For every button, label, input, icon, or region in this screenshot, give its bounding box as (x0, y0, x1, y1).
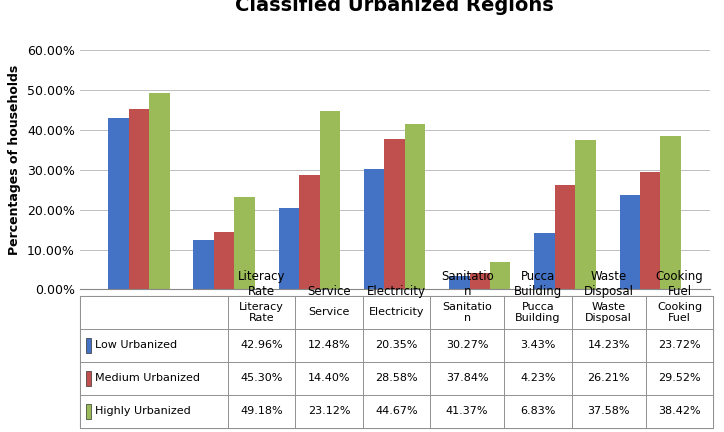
FancyBboxPatch shape (80, 296, 713, 428)
FancyBboxPatch shape (646, 362, 713, 395)
Bar (193, 240, 214, 289)
FancyBboxPatch shape (572, 296, 646, 329)
Text: 38.42%: 38.42% (658, 406, 701, 416)
FancyBboxPatch shape (572, 329, 646, 362)
Bar (86, 371, 91, 386)
FancyBboxPatch shape (295, 329, 363, 362)
FancyBboxPatch shape (504, 362, 572, 395)
FancyBboxPatch shape (80, 329, 228, 362)
Text: 14.40%: 14.40% (308, 373, 350, 383)
Text: 14.23%: 14.23% (587, 340, 630, 350)
FancyBboxPatch shape (295, 395, 363, 428)
FancyBboxPatch shape (646, 329, 713, 362)
Text: 23.12%: 23.12% (308, 406, 350, 416)
FancyBboxPatch shape (228, 395, 295, 428)
Bar (319, 111, 340, 289)
Bar (620, 195, 640, 289)
Bar (86, 404, 91, 419)
FancyBboxPatch shape (80, 296, 228, 329)
FancyBboxPatch shape (295, 296, 363, 329)
Text: Literacy
Rate: Literacy Rate (238, 270, 285, 298)
Bar (279, 208, 299, 289)
FancyBboxPatch shape (504, 329, 572, 362)
FancyBboxPatch shape (430, 296, 504, 329)
Text: Highly Urbanized: Highly Urbanized (95, 406, 190, 416)
Text: Low Urbanized: Low Urbanized (95, 340, 177, 350)
Bar (235, 197, 255, 289)
FancyBboxPatch shape (363, 329, 430, 362)
Text: 49.18%: 49.18% (240, 406, 283, 416)
Bar (214, 232, 235, 289)
Bar (534, 233, 555, 289)
FancyBboxPatch shape (228, 329, 295, 362)
Bar (299, 175, 319, 289)
Text: 26.21%: 26.21% (587, 373, 630, 383)
FancyBboxPatch shape (363, 395, 430, 428)
Text: 3.43%: 3.43% (521, 340, 555, 350)
Bar (86, 338, 91, 353)
Text: Waste
Disposal: Waste Disposal (585, 302, 632, 323)
Text: 4.23%: 4.23% (520, 373, 555, 383)
Text: 42.96%: 42.96% (240, 340, 283, 350)
Text: Pucca
Building: Pucca Building (515, 302, 560, 323)
Text: 28.58%: 28.58% (375, 373, 418, 383)
Text: 29.52%: 29.52% (658, 373, 701, 383)
Bar (576, 140, 596, 289)
Title: Condition of Urbanization parameters in
Classified Urbanized Regions: Condition of Urbanization parameters in … (173, 0, 616, 15)
Text: 41.37%: 41.37% (446, 406, 489, 416)
Bar (449, 276, 470, 289)
Text: 45.30%: 45.30% (240, 373, 283, 383)
FancyBboxPatch shape (430, 329, 504, 362)
Bar (640, 172, 660, 289)
FancyBboxPatch shape (504, 296, 572, 329)
FancyBboxPatch shape (228, 362, 295, 395)
FancyBboxPatch shape (646, 395, 713, 428)
Text: Electricity: Electricity (367, 285, 426, 298)
Text: Cooking
Fuel: Cooking Fuel (655, 270, 703, 298)
Text: Literacy
Rate: Literacy Rate (239, 302, 284, 323)
Bar (384, 139, 405, 289)
Bar (405, 124, 425, 289)
Text: Service: Service (307, 285, 351, 298)
Text: 30.27%: 30.27% (446, 340, 489, 350)
FancyBboxPatch shape (295, 362, 363, 395)
FancyBboxPatch shape (430, 362, 504, 395)
Text: 37.84%: 37.84% (446, 373, 489, 383)
Text: Waste
Disposal: Waste Disposal (584, 270, 634, 298)
Text: 6.83%: 6.83% (521, 406, 555, 416)
Text: Medium Urbanized: Medium Urbanized (95, 373, 200, 383)
Text: 12.48%: 12.48% (308, 340, 350, 350)
Bar (555, 185, 576, 289)
Text: Sanitatio
n: Sanitatio n (441, 270, 494, 298)
FancyBboxPatch shape (572, 395, 646, 428)
Bar (660, 136, 681, 289)
FancyBboxPatch shape (572, 362, 646, 395)
Text: Electricity: Electricity (369, 308, 424, 318)
Text: Service: Service (308, 308, 350, 318)
Bar (129, 109, 149, 289)
Text: 23.72%: 23.72% (658, 340, 701, 350)
FancyBboxPatch shape (504, 395, 572, 428)
FancyBboxPatch shape (430, 395, 504, 428)
Bar (470, 273, 490, 289)
FancyBboxPatch shape (228, 296, 295, 329)
Text: Pucca
Building: Pucca Building (514, 270, 562, 298)
FancyBboxPatch shape (80, 362, 228, 395)
FancyBboxPatch shape (363, 296, 430, 329)
Bar (364, 169, 384, 289)
Text: 37.58%: 37.58% (587, 406, 630, 416)
Text: Sanitatio
n: Sanitatio n (442, 302, 492, 323)
Text: Cooking
Fuel: Cooking Fuel (657, 302, 702, 323)
FancyBboxPatch shape (363, 362, 430, 395)
FancyBboxPatch shape (80, 395, 228, 428)
FancyBboxPatch shape (646, 296, 713, 329)
Bar (109, 118, 129, 289)
Y-axis label: Percentages of households: Percentages of households (8, 65, 21, 255)
Text: 44.67%: 44.67% (375, 406, 418, 416)
Bar (149, 93, 169, 289)
Text: 20.35%: 20.35% (375, 340, 418, 350)
Bar (490, 262, 510, 289)
